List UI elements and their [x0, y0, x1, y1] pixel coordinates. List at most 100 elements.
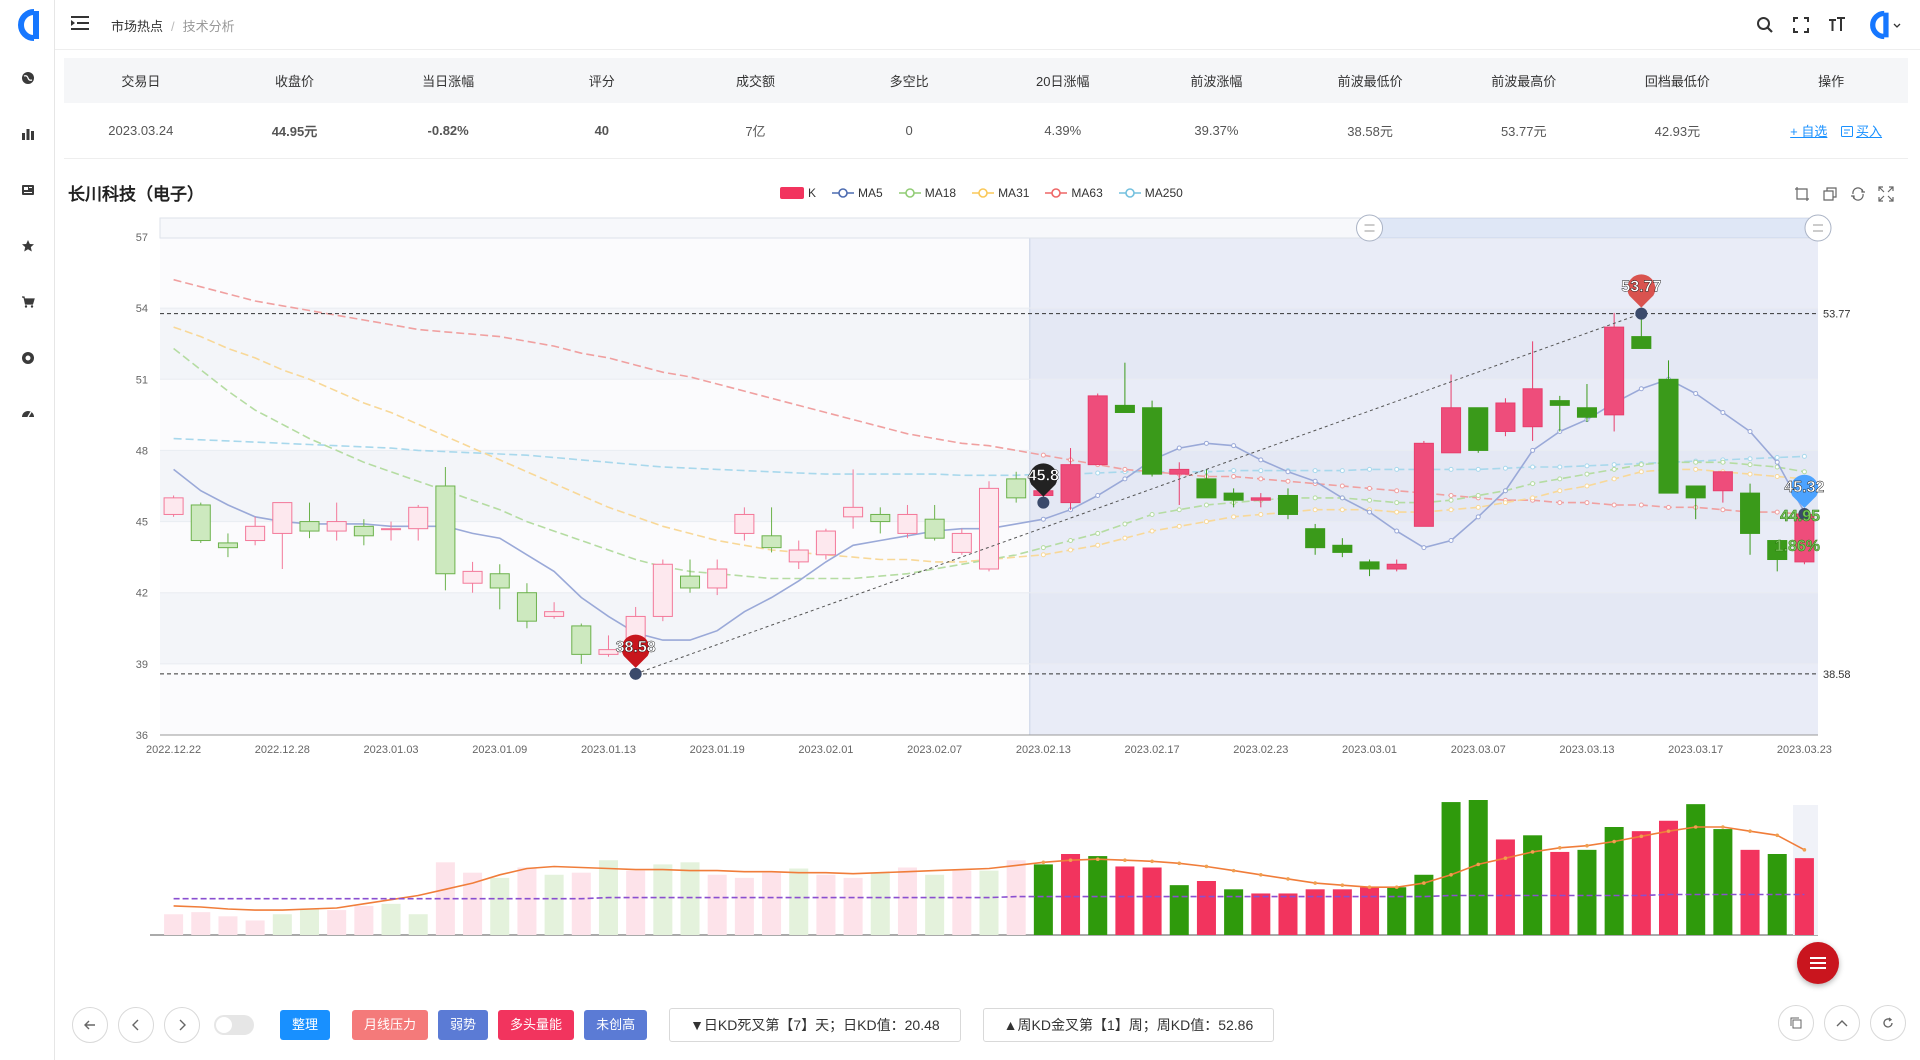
fullscreen-icon[interactable] [1790, 14, 1812, 36]
bar-chart-icon[interactable] [18, 124, 38, 144]
volume-avg-point [1721, 825, 1725, 829]
legend-label: MA31 [998, 186, 1030, 200]
menu-toggle-icon[interactable] [71, 15, 89, 31]
ma5-point [1312, 478, 1318, 484]
legend-item-ma250[interactable]: MA250 [1118, 186, 1183, 200]
app-logo[interactable] [10, 8, 44, 42]
cell-close: 44.95元 [217, 103, 372, 159]
restore-icon[interactable] [1850, 186, 1866, 202]
candle-body [1685, 485, 1706, 499]
header-prev-low: 前波最低价 [1293, 58, 1447, 103]
ma5-point [1339, 495, 1345, 501]
ma31-point [1258, 511, 1264, 517]
candle-body [1169, 468, 1190, 475]
zoom-select-icon[interactable] [1794, 186, 1810, 202]
prev-button[interactable] [118, 1007, 154, 1043]
x-tick-label: 2023.01.19 [690, 744, 745, 756]
globe-icon[interactable] [18, 68, 38, 88]
candle-body [815, 530, 836, 556]
candle-body [1060, 464, 1081, 504]
volume-bar [1794, 858, 1814, 935]
candle-body [462, 570, 483, 584]
ma31-point [1475, 504, 1481, 510]
volume-bar [1577, 849, 1597, 935]
ma31-point [1095, 542, 1101, 548]
tag-consolidation[interactable]: 整理 [280, 1010, 331, 1040]
tag-monthly-resistance[interactable]: 月线压力 [352, 1010, 429, 1040]
first-page-button[interactable] [72, 1007, 108, 1043]
legend-item-ma5[interactable]: MA5 [832, 186, 883, 200]
candle-body [571, 625, 592, 655]
tag-bull-volume[interactable]: 多头量能 [498, 1010, 575, 1040]
x-tick-label: 2023.03.23 [1777, 744, 1832, 756]
search-icon[interactable] [1754, 14, 1776, 36]
volume-bar [1033, 864, 1053, 935]
refresh-button[interactable] [1870, 1005, 1906, 1041]
volume-bar [1441, 802, 1461, 935]
header-prev-gain: 前波涨幅 [1139, 58, 1294, 103]
volume-bar [571, 872, 591, 935]
tag-weak[interactable]: 弱势 [438, 1010, 489, 1040]
ma18-point [1448, 497, 1454, 503]
ma5-point [1285, 469, 1291, 475]
font-size-icon[interactable] [1826, 14, 1848, 36]
volume-bar [463, 872, 483, 935]
y-tick-label: 36 [136, 730, 148, 742]
display-toggle[interactable] [214, 1015, 254, 1035]
copy-button[interactable] [1778, 1005, 1814, 1041]
scroll-top-button[interactable] [1824, 1005, 1860, 1041]
legend-item-ma18[interactable]: MA18 [898, 186, 956, 200]
y-tick-label: 54 [136, 303, 148, 315]
expand-icon[interactable] [1878, 186, 1894, 202]
buy-label: 买入 [1856, 123, 1883, 139]
ma5-point [1530, 447, 1536, 453]
legend-item-ma63[interactable]: MA63 [1045, 186, 1103, 200]
volume-avg-point [1150, 859, 1154, 864]
volume-avg-point [1041, 860, 1046, 865]
chevron-down-icon [1893, 23, 1901, 28]
legend-item-k[interactable]: K [780, 186, 816, 200]
mark-pin [621, 634, 650, 668]
floating-menu-button[interactable] [1797, 942, 1839, 984]
header-prev-high: 前波最高价 [1446, 58, 1601, 103]
candle-body [1576, 407, 1597, 418]
legend-swatch [1118, 188, 1141, 198]
mark-anchor [629, 667, 642, 680]
add-watchlist-link[interactable]: + 自选 [1790, 123, 1828, 139]
candle-body [516, 592, 537, 622]
user-avatar-icon[interactable] [1862, 10, 1902, 40]
legend-label: MA63 [1071, 186, 1103, 200]
ma18-point [1638, 462, 1644, 468]
volume-bar [490, 877, 510, 935]
legend-item-ma31[interactable]: MA31 [972, 186, 1029, 200]
stock-chart[interactable]: 36 39 42 45 48 51 54 57 2022.12.22 2022.12.28 2023… [0, 205, 1920, 945]
ma18-point [1040, 545, 1046, 551]
zoom-reset-icon[interactable] [1822, 186, 1838, 202]
candle-body [1522, 388, 1543, 428]
support-icon[interactable] [18, 348, 38, 368]
mark-pin [1029, 463, 1058, 497]
tag-no-new-high[interactable]: 未创高 [584, 1010, 648, 1040]
volume-bar [1414, 874, 1434, 935]
breadcrumb-parent[interactable]: 市场热点 [111, 19, 164, 34]
volume-avg-point [1639, 834, 1644, 839]
x-tick-label: 2023.02.07 [907, 744, 962, 756]
buy-link[interactable]: 买入 [1841, 124, 1882, 139]
ma31-point [1394, 509, 1400, 515]
cart-icon[interactable] [18, 292, 38, 312]
header-pullback-low: 回档最低价 [1600, 58, 1755, 103]
news-icon[interactable] [18, 180, 38, 200]
candle-body [299, 521, 320, 532]
ma250-point [1530, 464, 1536, 470]
refresh-icon [1883, 1017, 1893, 1028]
ma63-point [1367, 485, 1373, 491]
star-icon[interactable] [18, 236, 38, 256]
cell-actions: + 自选 买入 [1754, 103, 1908, 159]
ma18-point [1530, 481, 1536, 487]
dashboard-icon[interactable] [18, 404, 38, 424]
next-button[interactable] [164, 1007, 200, 1043]
volume-avg-point [1503, 856, 1508, 860]
volume-bar [1196, 881, 1216, 935]
candle-body [680, 575, 701, 589]
volume-bar [1387, 887, 1407, 935]
